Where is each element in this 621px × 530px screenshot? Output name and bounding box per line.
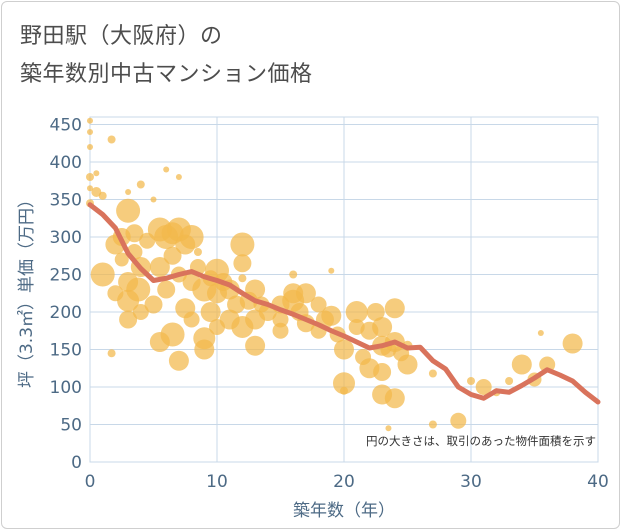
bubble — [562, 333, 583, 354]
y-tick-label: 300 — [50, 228, 82, 248]
trend-line — [87, 202, 601, 405]
bubble — [384, 388, 405, 409]
bubble — [119, 310, 138, 329]
bubble — [233, 254, 252, 273]
x-tick-label: 10 — [206, 472, 228, 492]
y-tick-label: 450 — [50, 116, 82, 136]
bubble — [116, 198, 141, 223]
bubble — [93, 170, 100, 177]
bubble — [175, 174, 182, 180]
bubble — [163, 246, 182, 265]
bubble — [157, 280, 176, 299]
bubble — [87, 117, 93, 124]
bubble — [194, 339, 215, 360]
y-tick-label: 350 — [50, 191, 82, 211]
y-tick-label: 400 — [50, 153, 82, 173]
y-tick-label: 150 — [50, 341, 82, 361]
bubble — [245, 335, 266, 356]
bubble — [428, 420, 437, 429]
x-tick-label: 20 — [333, 472, 355, 492]
bubble — [328, 267, 335, 274]
bubble — [505, 377, 514, 385]
bubble — [272, 311, 289, 328]
bubble — [428, 369, 437, 378]
bubble — [114, 252, 129, 267]
bubble — [163, 166, 170, 173]
bubble — [144, 295, 163, 314]
bubble — [183, 311, 200, 328]
bubble — [272, 322, 289, 339]
bubble — [295, 283, 316, 304]
bubble — [385, 425, 392, 432]
bubble — [107, 349, 116, 358]
y-tick-label: 50 — [60, 416, 82, 436]
bubble — [511, 354, 532, 375]
bubble — [193, 248, 202, 256]
bubble — [321, 305, 342, 326]
y-tick-label: 250 — [50, 266, 82, 286]
x-tick-label: 0 — [85, 472, 96, 492]
bubble — [384, 298, 405, 319]
bubble — [245, 279, 266, 300]
bubble — [366, 303, 385, 321]
y-axis-label: 坪（3.3㎡）単価（万円） — [17, 191, 37, 388]
bubble — [87, 144, 93, 150]
bubble — [397, 354, 418, 375]
bubble — [372, 317, 393, 337]
bubble — [125, 189, 132, 195]
bubble — [90, 262, 115, 287]
chart-title-line-2: 築年数別中古マンション価格 — [20, 62, 313, 87]
bubble — [230, 232, 255, 257]
bubble — [200, 302, 221, 322]
bubble — [179, 225, 204, 249]
bubble — [475, 379, 492, 395]
bubble — [149, 257, 170, 277]
bubble — [136, 180, 145, 189]
bubble — [345, 301, 368, 323]
x-tick-label: 40 — [587, 472, 609, 492]
x-axis-label: 築年数（年） — [293, 501, 395, 521]
bubble — [132, 304, 149, 320]
y-tick-label: 100 — [50, 378, 82, 398]
y-tick-label: 0 — [71, 453, 82, 473]
x-tick-label: 30 — [460, 472, 482, 492]
bubble — [373, 363, 392, 381]
y-tick-label: 200 — [50, 303, 82, 323]
bubble — [87, 185, 93, 192]
chart-title-line-1: 野田駅（大阪府）の — [20, 24, 223, 49]
bubble — [168, 350, 189, 371]
bubble — [467, 377, 475, 385]
bubble — [125, 224, 144, 243]
bubble — [87, 129, 93, 135]
bubble — [91, 187, 102, 197]
bubble — [333, 372, 355, 395]
bubble — [340, 386, 348, 395]
bubble — [86, 173, 94, 181]
bubble — [334, 339, 354, 360]
bubble — [98, 191, 107, 200]
bubble — [289, 270, 298, 279]
bubble — [310, 296, 327, 313]
bubble — [537, 330, 544, 336]
bubble — [150, 196, 157, 203]
bubble — [539, 356, 556, 373]
bubble — [107, 135, 116, 144]
bubble — [126, 277, 151, 302]
bubble — [160, 322, 185, 347]
bubble — [450, 412, 467, 429]
size-legend-note: 円の大きさは、取引のあった物件面積を示す — [366, 434, 596, 448]
bubble — [238, 274, 247, 283]
